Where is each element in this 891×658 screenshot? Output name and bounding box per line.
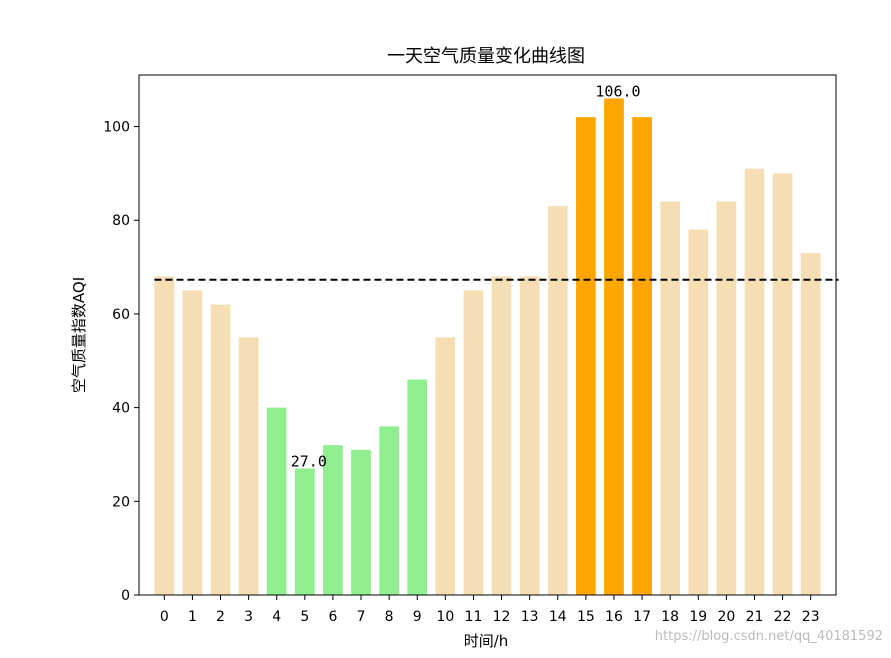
bar-18	[660, 201, 681, 595]
chart-title: 一天空气质量变化曲线图	[387, 46, 585, 67]
bars-group	[154, 98, 821, 596]
bar-17	[632, 117, 652, 595]
bar-22	[772, 173, 793, 596]
y-tick-label: 0	[121, 588, 130, 604]
x-tick-label: 20	[717, 609, 735, 625]
x-tick-label: 0	[160, 609, 169, 625]
x-tick-label: 23	[802, 609, 820, 625]
bar-4	[266, 407, 287, 595]
bar-11	[463, 290, 484, 595]
x-tick-label: 22	[774, 609, 792, 625]
y-tick-label: 40	[112, 401, 130, 417]
bar-6	[323, 445, 343, 595]
x-tick-label: 11	[465, 609, 483, 625]
x-axis-label: 时间/h	[464, 632, 509, 650]
bar-12	[491, 276, 512, 595]
plot-frame	[138, 74, 837, 596]
bar-15	[576, 117, 596, 595]
x-tick-label: 2	[216, 609, 225, 625]
y-tick-label: 60	[112, 307, 130, 323]
x-axis: 0 1 2 3 4 5 6 7 8 9 10 11 12 13 14 15 16 17 18 19 20 21 22 23	[160, 595, 820, 625]
x-tick-label: 8	[385, 609, 394, 625]
bar-7	[351, 449, 371, 595]
x-tick-label: 3	[244, 609, 253, 625]
annotations-group: 27.0 106.0	[291, 82, 641, 470]
y-tick-label: 100	[103, 120, 130, 136]
x-tick-label: 5	[300, 609, 309, 625]
bar-10	[435, 337, 456, 595]
x-tick-label: 16	[605, 609, 623, 625]
x-tick-label: 15	[577, 609, 595, 625]
y-axis: 0 20 40 60 80 100	[103, 120, 139, 604]
x-tick-label: 13	[521, 609, 539, 625]
bar-20	[716, 201, 737, 595]
x-tick-label: 14	[549, 609, 567, 625]
bar-3	[238, 337, 259, 595]
bar-21	[744, 168, 765, 595]
bar-16	[604, 98, 624, 595]
x-tick-label: 12	[493, 609, 511, 625]
x-tick-label: 17	[633, 609, 651, 625]
y-tick-label: 20	[112, 494, 130, 510]
bar-8	[379, 426, 399, 595]
bar-0	[154, 276, 175, 595]
x-tick-label: 10	[436, 609, 454, 625]
x-tick-label: 9	[413, 609, 422, 625]
bar-13	[519, 276, 540, 595]
bar-2	[210, 304, 231, 595]
bar-9	[407, 379, 428, 595]
bar-14	[547, 206, 568, 595]
x-tick-label: 6	[328, 609, 337, 625]
x-tick-label: 7	[357, 609, 366, 625]
bar-23	[800, 253, 821, 596]
bar-5	[294, 468, 315, 595]
bar-19	[688, 229, 709, 595]
x-tick-label: 18	[661, 609, 679, 625]
y-tick-label: 80	[112, 213, 130, 229]
data-label: 27.0	[291, 453, 327, 471]
x-tick-label: 19	[689, 609, 707, 625]
x-tick-label: 4	[272, 609, 281, 625]
data-label: 106.0	[595, 82, 640, 100]
x-tick-label: 21	[746, 609, 764, 625]
bar-1	[182, 290, 203, 595]
x-tick-label: 1	[188, 609, 197, 625]
y-axis-label: 空气质量指数AQI	[70, 277, 88, 393]
watermark-text: https://blog.csdn.net/qq_40181592	[654, 629, 883, 644]
